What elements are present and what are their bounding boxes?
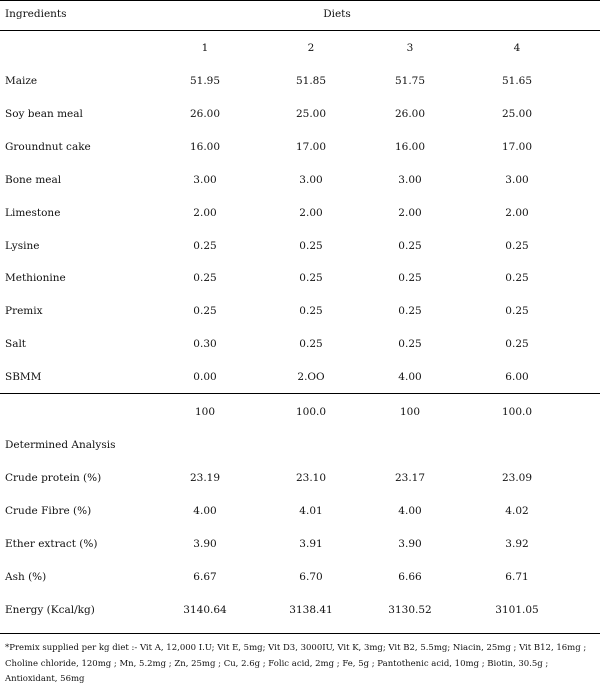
ingredient-value: 2.OO	[297, 371, 325, 383]
analysis-value: 3.90	[398, 538, 422, 550]
ingredient-label: SBMM	[5, 371, 42, 383]
ingredient-value: 51.95	[189, 75, 221, 87]
ingredient-value: 0.25	[398, 272, 422, 284]
total-value: 100	[194, 406, 216, 418]
analysis-value: 4.00	[193, 505, 217, 517]
ingredient-value: 0.25	[398, 305, 422, 317]
ingredient-value: 26.00	[189, 108, 221, 120]
ingredient-value: 0.25	[398, 240, 422, 252]
ingredient-label: Limestone	[5, 207, 61, 219]
ingredient-value: 0.25	[505, 240, 529, 252]
total-value: 100.0	[501, 406, 533, 418]
analysis-value: 3130.52	[388, 604, 432, 616]
header-rule	[0, 30, 600, 31]
analysis-label: Crude Fibre (%)	[5, 505, 92, 517]
total-value: 100	[399, 406, 421, 418]
ingredient-value: 0.25	[299, 338, 323, 350]
diet-number-4: 4	[513, 42, 521, 54]
ingredient-value: 17.00	[295, 141, 327, 153]
ingredient-value: 3.00	[505, 174, 529, 186]
diet-number-3: 3	[406, 42, 414, 54]
ingredient-value: 0.25	[505, 272, 529, 284]
ingredient-value: 2.00	[193, 207, 217, 219]
ingredient-value: 3.00	[299, 174, 323, 186]
diets-header: Diets	[323, 8, 351, 20]
ingredient-value: 0.00	[193, 371, 217, 383]
diet-number-1: 1	[201, 42, 209, 54]
analysis-label: Energy (Kcal/kg)	[5, 604, 95, 616]
ingredient-value: 25.00	[501, 108, 533, 120]
analysis-title: Determined Analysis	[5, 439, 116, 451]
analysis-label: Ether extract (%)	[5, 538, 98, 550]
ingredient-value: 6.00	[505, 371, 529, 383]
ingredient-value: 0.30	[193, 338, 217, 350]
ingredient-value: 16.00	[394, 141, 426, 153]
ingredient-value: 51.65	[501, 75, 533, 87]
analysis-value: 6.71	[505, 571, 529, 583]
analysis-value: 4.02	[505, 505, 529, 517]
ingredient-value: 51.75	[394, 75, 426, 87]
ingredient-label: Soy bean meal	[5, 108, 83, 120]
analysis-value: 3.90	[193, 538, 217, 550]
ingredient-value: 25.00	[295, 108, 327, 120]
analysis-label: Ash (%)	[5, 571, 47, 583]
ingredient-value: 0.25	[505, 305, 529, 317]
ingredient-value: 0.25	[193, 240, 217, 252]
ingredient-label: Lysine	[5, 240, 40, 252]
ingredient-value: 2.00	[299, 207, 323, 219]
analysis-value: 3.92	[505, 538, 529, 550]
premix-footnote: *Premix supplied per kg diet :- Vit A, 1…	[5, 643, 587, 684]
analysis-value: 4.01	[299, 505, 323, 517]
ingredient-label: Salt	[5, 338, 27, 350]
ingredients-header: Ingredients	[5, 8, 67, 20]
table-bottom-rule	[0, 633, 600, 634]
ingredient-label: Methionine	[5, 272, 66, 284]
ingredient-value: 17.00	[501, 141, 533, 153]
ingredient-value: 3.00	[398, 174, 422, 186]
analysis-value: 23.19	[189, 472, 221, 484]
analysis-value: 4.00	[398, 505, 422, 517]
ingredient-value: 0.25	[299, 305, 323, 317]
analysis-value: 3140.64	[183, 604, 227, 616]
ingredient-value: 51.85	[295, 75, 327, 87]
diet-number-2: 2	[307, 42, 315, 54]
analysis-value: 3101.05	[495, 604, 539, 616]
analysis-value: 6.67	[193, 571, 217, 583]
ingredient-value: 0.25	[505, 338, 529, 350]
ingredient-label: Groundnut cake	[5, 141, 91, 153]
ingredient-label: Maize	[5, 75, 38, 87]
analysis-value: 23.09	[501, 472, 533, 484]
ingredient-value: 0.25	[299, 240, 323, 252]
analysis-value: 6.66	[398, 571, 422, 583]
total-value: 100.0	[295, 406, 327, 418]
ingredient-value: 26.00	[394, 108, 426, 120]
analysis-value: 3138.41	[289, 604, 333, 616]
analysis-value: 23.17	[394, 472, 426, 484]
ingredient-value: 3.00	[193, 174, 217, 186]
ingredient-value: 0.25	[193, 272, 217, 284]
ingredient-value: 0.25	[398, 338, 422, 350]
ingredient-label: Premix	[5, 305, 43, 317]
ingredient-label: Bone meal	[5, 174, 62, 186]
ingredient-value: 0.25	[299, 272, 323, 284]
top-rule	[0, 0, 600, 1]
analysis-value: 3.91	[299, 538, 323, 550]
ingredients-bottom-rule	[0, 393, 600, 394]
ingredient-value: 4.00	[398, 371, 422, 383]
ingredient-value: 2.00	[398, 207, 422, 219]
analysis-value: 6.70	[299, 571, 323, 583]
analysis-label: Crude protein (%)	[5, 472, 102, 484]
ingredient-value: 0.25	[193, 305, 217, 317]
analysis-value: 23.10	[295, 472, 327, 484]
ingredient-value: 16.00	[189, 141, 221, 153]
ingredient-value: 2.00	[505, 207, 529, 219]
